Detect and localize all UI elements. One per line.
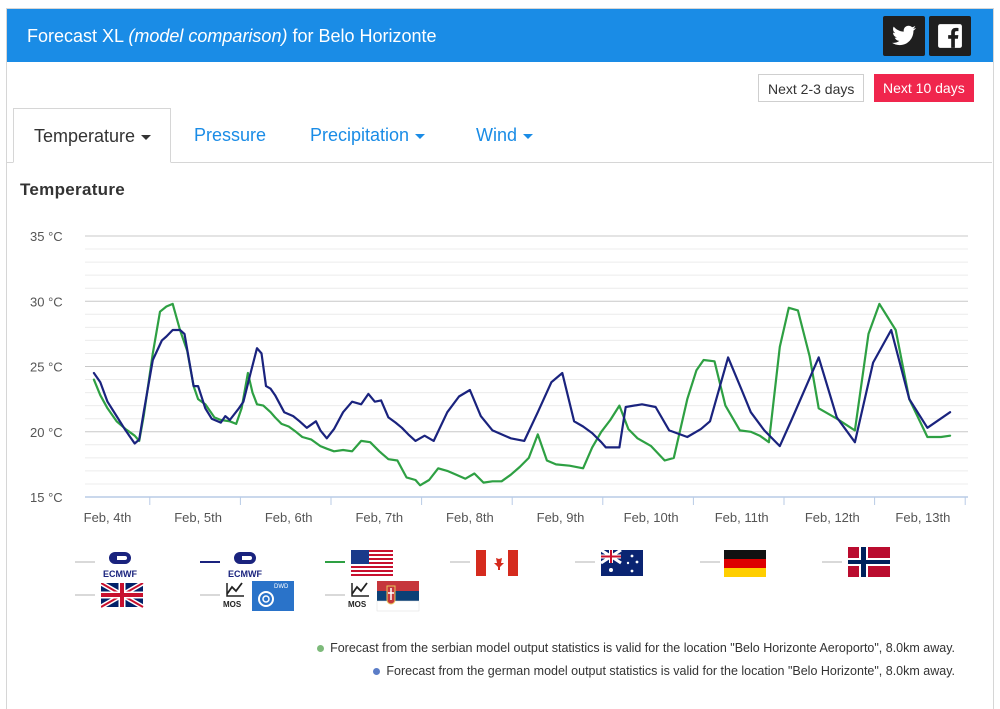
legend-canada[interactable] [450,545,520,581]
next-10-days-button[interactable]: Next 10 days [874,74,974,102]
title-prefix: Forecast XL [27,26,124,46]
chart-grid [85,235,968,505]
x-tick-label: Feb, 8th [446,510,494,525]
note-german-mos: Forecast from the german model output st… [373,664,955,678]
x-tick-label: Feb, 7th [355,510,403,525]
chevron-down-icon [523,133,534,139]
y-tick-label: 25 °C [30,360,63,375]
legend-germany[interactable] [700,545,770,581]
page-title: Forecast XL (model comparison) for Belo … [27,26,437,47]
legend-sublabel: DWD [274,584,289,590]
legend-label: MOS [348,600,367,609]
twitter-share-button[interactable] [883,16,925,56]
legend-label: MOS [223,600,242,609]
y-tick-label: 35 °C [30,229,63,244]
mos-dwd-logo-icon: MOS DWD [223,581,294,611]
y-tick-label: 15 °C [30,490,63,505]
legend-ecmwf-1[interactable]: ECMWF [75,545,145,581]
legend-mos-dwd[interactable]: MOS DWD [200,578,300,614]
tabs-divider [6,162,992,163]
tab-temperature[interactable]: Temperature [13,108,171,163]
legend-dash [822,561,842,563]
legend-uk[interactable] [75,578,145,614]
twitter-icon [892,25,916,46]
title-italic: (model comparison) [128,26,288,46]
header-bar: Forecast XL (model comparison) for Belo … [7,9,993,62]
chevron-down-icon [141,134,152,140]
note-serbian-mos: Forecast from the serbian model output s… [317,641,955,655]
note-bullet-icon [317,645,325,653]
x-tick-label: Feb, 9th [537,510,585,525]
mos-serbia-logo-icon: MOS [348,581,420,612]
tab-pressure[interactable]: Pressure [194,108,266,163]
norway-flag-icon [848,547,890,577]
legend-dash [75,594,95,596]
legend-ecmwf-2[interactable]: ECMWF [200,545,270,581]
next-2-3-days-button[interactable]: Next 2-3 days [758,74,865,102]
tab-precipitation[interactable]: Precipitation [310,108,426,163]
legend-norway[interactable] [822,545,892,581]
x-tick-label: Feb, 10th [624,510,679,525]
y-tick-label: 30 °C [30,294,63,309]
legend-dash [200,594,220,596]
tab-label: Temperature [34,126,136,146]
legend-label: ECMWF [228,569,262,579]
ecmwf-logo-icon: ECMWF [103,552,137,579]
x-tick-label: Feb, 6th [265,510,313,525]
note-text: Forecast from the serbian model output s… [330,641,955,655]
tab-label: Wind [476,125,518,145]
x-tick-label: Feb, 5th [174,510,222,525]
title-suffix: for Belo Horizonte [292,26,437,46]
legend-label: ECMWF [103,569,137,579]
tab-label: Precipitation [310,125,410,145]
legend-dash [575,561,595,563]
australia-flag-icon [601,550,643,576]
uk-flag-icon [101,583,145,610]
legend-gfs-usa[interactable] [325,545,395,581]
legend-dash [700,561,720,563]
canada-flag-icon [476,550,518,576]
x-tick-label: Feb, 11th [715,510,769,525]
facebook-share-button[interactable] [929,16,971,56]
legend-australia[interactable] [575,545,645,581]
chevron-down-icon [415,133,426,139]
legend-dash [325,561,345,563]
ecmwf-logo-icon: ECMWF [228,552,262,579]
facebook-icon [938,24,962,48]
tab-wind[interactable]: Wind [476,108,534,163]
note-bullet-icon [373,668,381,676]
legend-dash [325,594,345,596]
tab-label: Pressure [194,125,267,145]
usa-flag-icon [351,550,393,576]
note-text: Forecast from the german model output st… [386,664,955,678]
y-tick-label: 20 °C [30,425,63,440]
legend-dash [200,561,220,563]
chart-series [92,302,952,487]
x-tick-label: Feb, 12th [805,510,860,525]
x-tick-label: Feb, 13th [895,510,950,525]
chart-title: Temperature [20,180,126,199]
series-line [92,328,952,449]
legend-dash [75,561,95,563]
y-axis-labels: 15 °C 20 °C 25 °C 30 °C 35 °C [30,229,63,505]
x-axis-labels: Feb, 4th Feb, 5th Feb, 6th Feb, 7th Feb, 8th… [84,510,951,525]
legend-mos-serbia[interactable]: MOS [325,578,425,614]
germany-flag-icon [724,550,766,577]
x-tick-label: Feb, 4th [84,510,132,525]
legend-dash [450,561,470,563]
